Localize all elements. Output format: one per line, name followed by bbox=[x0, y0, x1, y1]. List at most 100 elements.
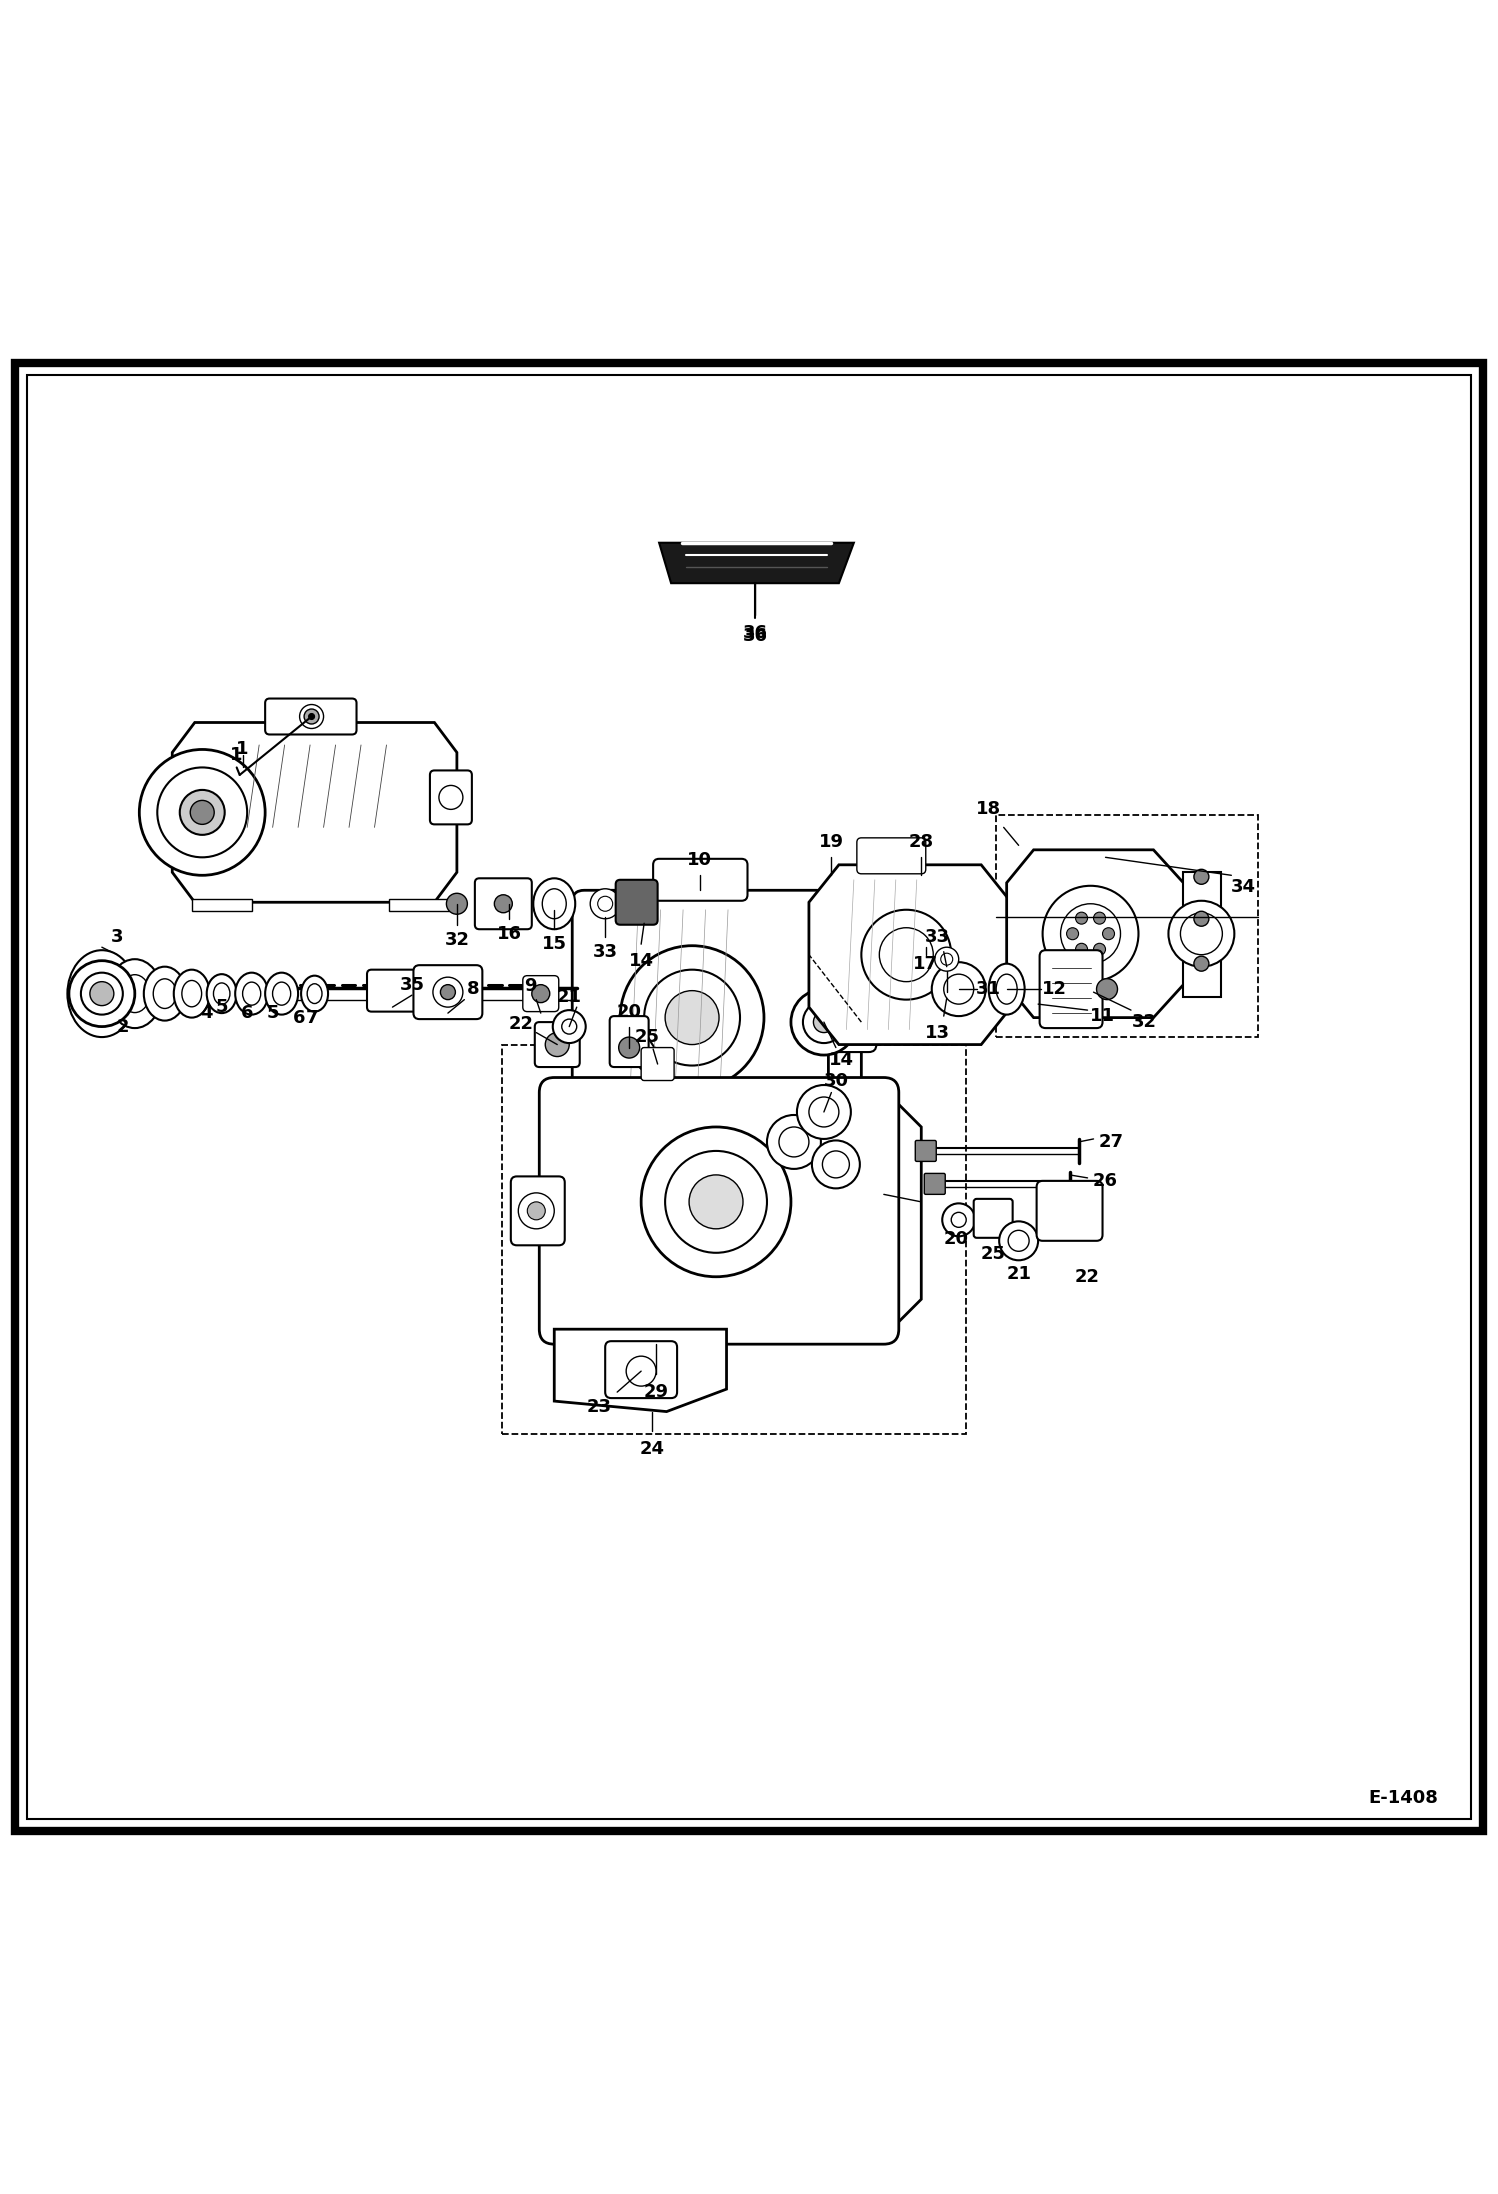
Text: 24: 24 bbox=[640, 1439, 664, 1459]
FancyBboxPatch shape bbox=[572, 891, 828, 1139]
Polygon shape bbox=[172, 722, 457, 902]
Circle shape bbox=[944, 974, 974, 1005]
Circle shape bbox=[309, 713, 315, 720]
Text: 28: 28 bbox=[909, 834, 933, 851]
Circle shape bbox=[598, 897, 613, 911]
Text: E-1408: E-1408 bbox=[1368, 1788, 1438, 1808]
FancyBboxPatch shape bbox=[915, 1141, 936, 1161]
Ellipse shape bbox=[243, 983, 261, 1005]
Text: 11: 11 bbox=[1091, 1007, 1115, 1025]
Text: 21: 21 bbox=[1007, 1264, 1031, 1283]
Circle shape bbox=[1008, 1231, 1029, 1251]
Bar bbox=[996, 816, 1258, 1038]
Circle shape bbox=[90, 981, 114, 1005]
Circle shape bbox=[1180, 913, 1222, 954]
FancyBboxPatch shape bbox=[475, 878, 532, 930]
Ellipse shape bbox=[996, 974, 1017, 1005]
FancyBboxPatch shape bbox=[413, 965, 482, 1018]
Circle shape bbox=[446, 893, 467, 915]
Text: 23: 23 bbox=[587, 1398, 611, 1415]
Text: 26: 26 bbox=[1094, 1172, 1118, 1189]
Circle shape bbox=[532, 985, 550, 1003]
FancyBboxPatch shape bbox=[511, 1176, 565, 1246]
Text: 6: 6 bbox=[294, 1009, 306, 1027]
Circle shape bbox=[641, 1128, 791, 1277]
Polygon shape bbox=[1183, 873, 1221, 996]
Circle shape bbox=[180, 790, 225, 836]
Circle shape bbox=[1103, 928, 1115, 939]
FancyBboxPatch shape bbox=[265, 698, 357, 735]
Circle shape bbox=[590, 889, 620, 919]
Text: 13: 13 bbox=[926, 1025, 950, 1042]
FancyBboxPatch shape bbox=[616, 880, 658, 924]
Ellipse shape bbox=[207, 974, 237, 1014]
Circle shape bbox=[791, 989, 857, 1055]
Circle shape bbox=[304, 709, 319, 724]
Circle shape bbox=[545, 1033, 569, 1058]
Circle shape bbox=[494, 895, 512, 913]
Circle shape bbox=[300, 704, 324, 728]
Text: 35: 35 bbox=[400, 976, 424, 994]
Text: 36: 36 bbox=[743, 623, 767, 641]
Text: 15: 15 bbox=[542, 935, 566, 952]
FancyBboxPatch shape bbox=[523, 976, 559, 1011]
Circle shape bbox=[1194, 957, 1209, 972]
Text: 2: 2 bbox=[117, 1018, 129, 1036]
FancyBboxPatch shape bbox=[857, 838, 926, 873]
Text: 27: 27 bbox=[1100, 1132, 1124, 1152]
Circle shape bbox=[999, 1222, 1038, 1259]
Circle shape bbox=[1094, 913, 1106, 924]
Text: 19: 19 bbox=[819, 834, 843, 851]
Text: 17: 17 bbox=[914, 954, 938, 972]
Circle shape bbox=[813, 1011, 834, 1033]
Ellipse shape bbox=[533, 878, 575, 930]
Circle shape bbox=[1067, 928, 1079, 939]
Circle shape bbox=[1076, 943, 1088, 954]
Circle shape bbox=[626, 1356, 656, 1387]
Text: 14: 14 bbox=[629, 952, 653, 970]
Ellipse shape bbox=[213, 983, 231, 1005]
Text: 33: 33 bbox=[926, 928, 950, 946]
Circle shape bbox=[620, 946, 764, 1090]
Polygon shape bbox=[577, 895, 861, 1134]
Ellipse shape bbox=[67, 950, 136, 1038]
Circle shape bbox=[518, 1194, 554, 1229]
Circle shape bbox=[822, 1152, 849, 1178]
Ellipse shape bbox=[108, 959, 162, 1029]
FancyBboxPatch shape bbox=[535, 1022, 580, 1066]
Text: 14: 14 bbox=[830, 1051, 854, 1068]
Bar bbox=[389, 900, 449, 911]
FancyBboxPatch shape bbox=[367, 970, 418, 1011]
Text: 5: 5 bbox=[216, 998, 228, 1016]
Text: 3: 3 bbox=[111, 928, 123, 946]
Text: 1: 1 bbox=[237, 739, 249, 759]
Ellipse shape bbox=[542, 889, 566, 919]
Text: 20: 20 bbox=[944, 1231, 968, 1248]
FancyBboxPatch shape bbox=[539, 1077, 899, 1345]
Circle shape bbox=[932, 963, 986, 1016]
Text: 5: 5 bbox=[267, 1005, 279, 1022]
Circle shape bbox=[81, 972, 123, 1014]
FancyBboxPatch shape bbox=[1037, 1180, 1103, 1242]
Text: 33: 33 bbox=[593, 943, 617, 961]
Text: 32: 32 bbox=[1132, 1014, 1156, 1031]
Circle shape bbox=[1061, 904, 1121, 963]
Circle shape bbox=[809, 1097, 839, 1128]
Text: 18: 18 bbox=[977, 801, 1001, 818]
Circle shape bbox=[1094, 943, 1106, 954]
Circle shape bbox=[935, 948, 959, 972]
Ellipse shape bbox=[120, 974, 150, 1014]
Text: 25: 25 bbox=[635, 1029, 659, 1047]
Text: 21: 21 bbox=[557, 987, 581, 1005]
Text: 34: 34 bbox=[1231, 878, 1255, 897]
Circle shape bbox=[1194, 869, 1209, 884]
Polygon shape bbox=[809, 864, 1011, 1044]
Bar bbox=[192, 900, 252, 911]
Text: 36: 36 bbox=[743, 627, 767, 645]
Circle shape bbox=[619, 1038, 640, 1058]
Circle shape bbox=[803, 1000, 845, 1042]
FancyBboxPatch shape bbox=[653, 858, 748, 902]
Text: 22: 22 bbox=[509, 1014, 533, 1033]
Circle shape bbox=[767, 1115, 821, 1169]
Polygon shape bbox=[1007, 849, 1183, 1018]
